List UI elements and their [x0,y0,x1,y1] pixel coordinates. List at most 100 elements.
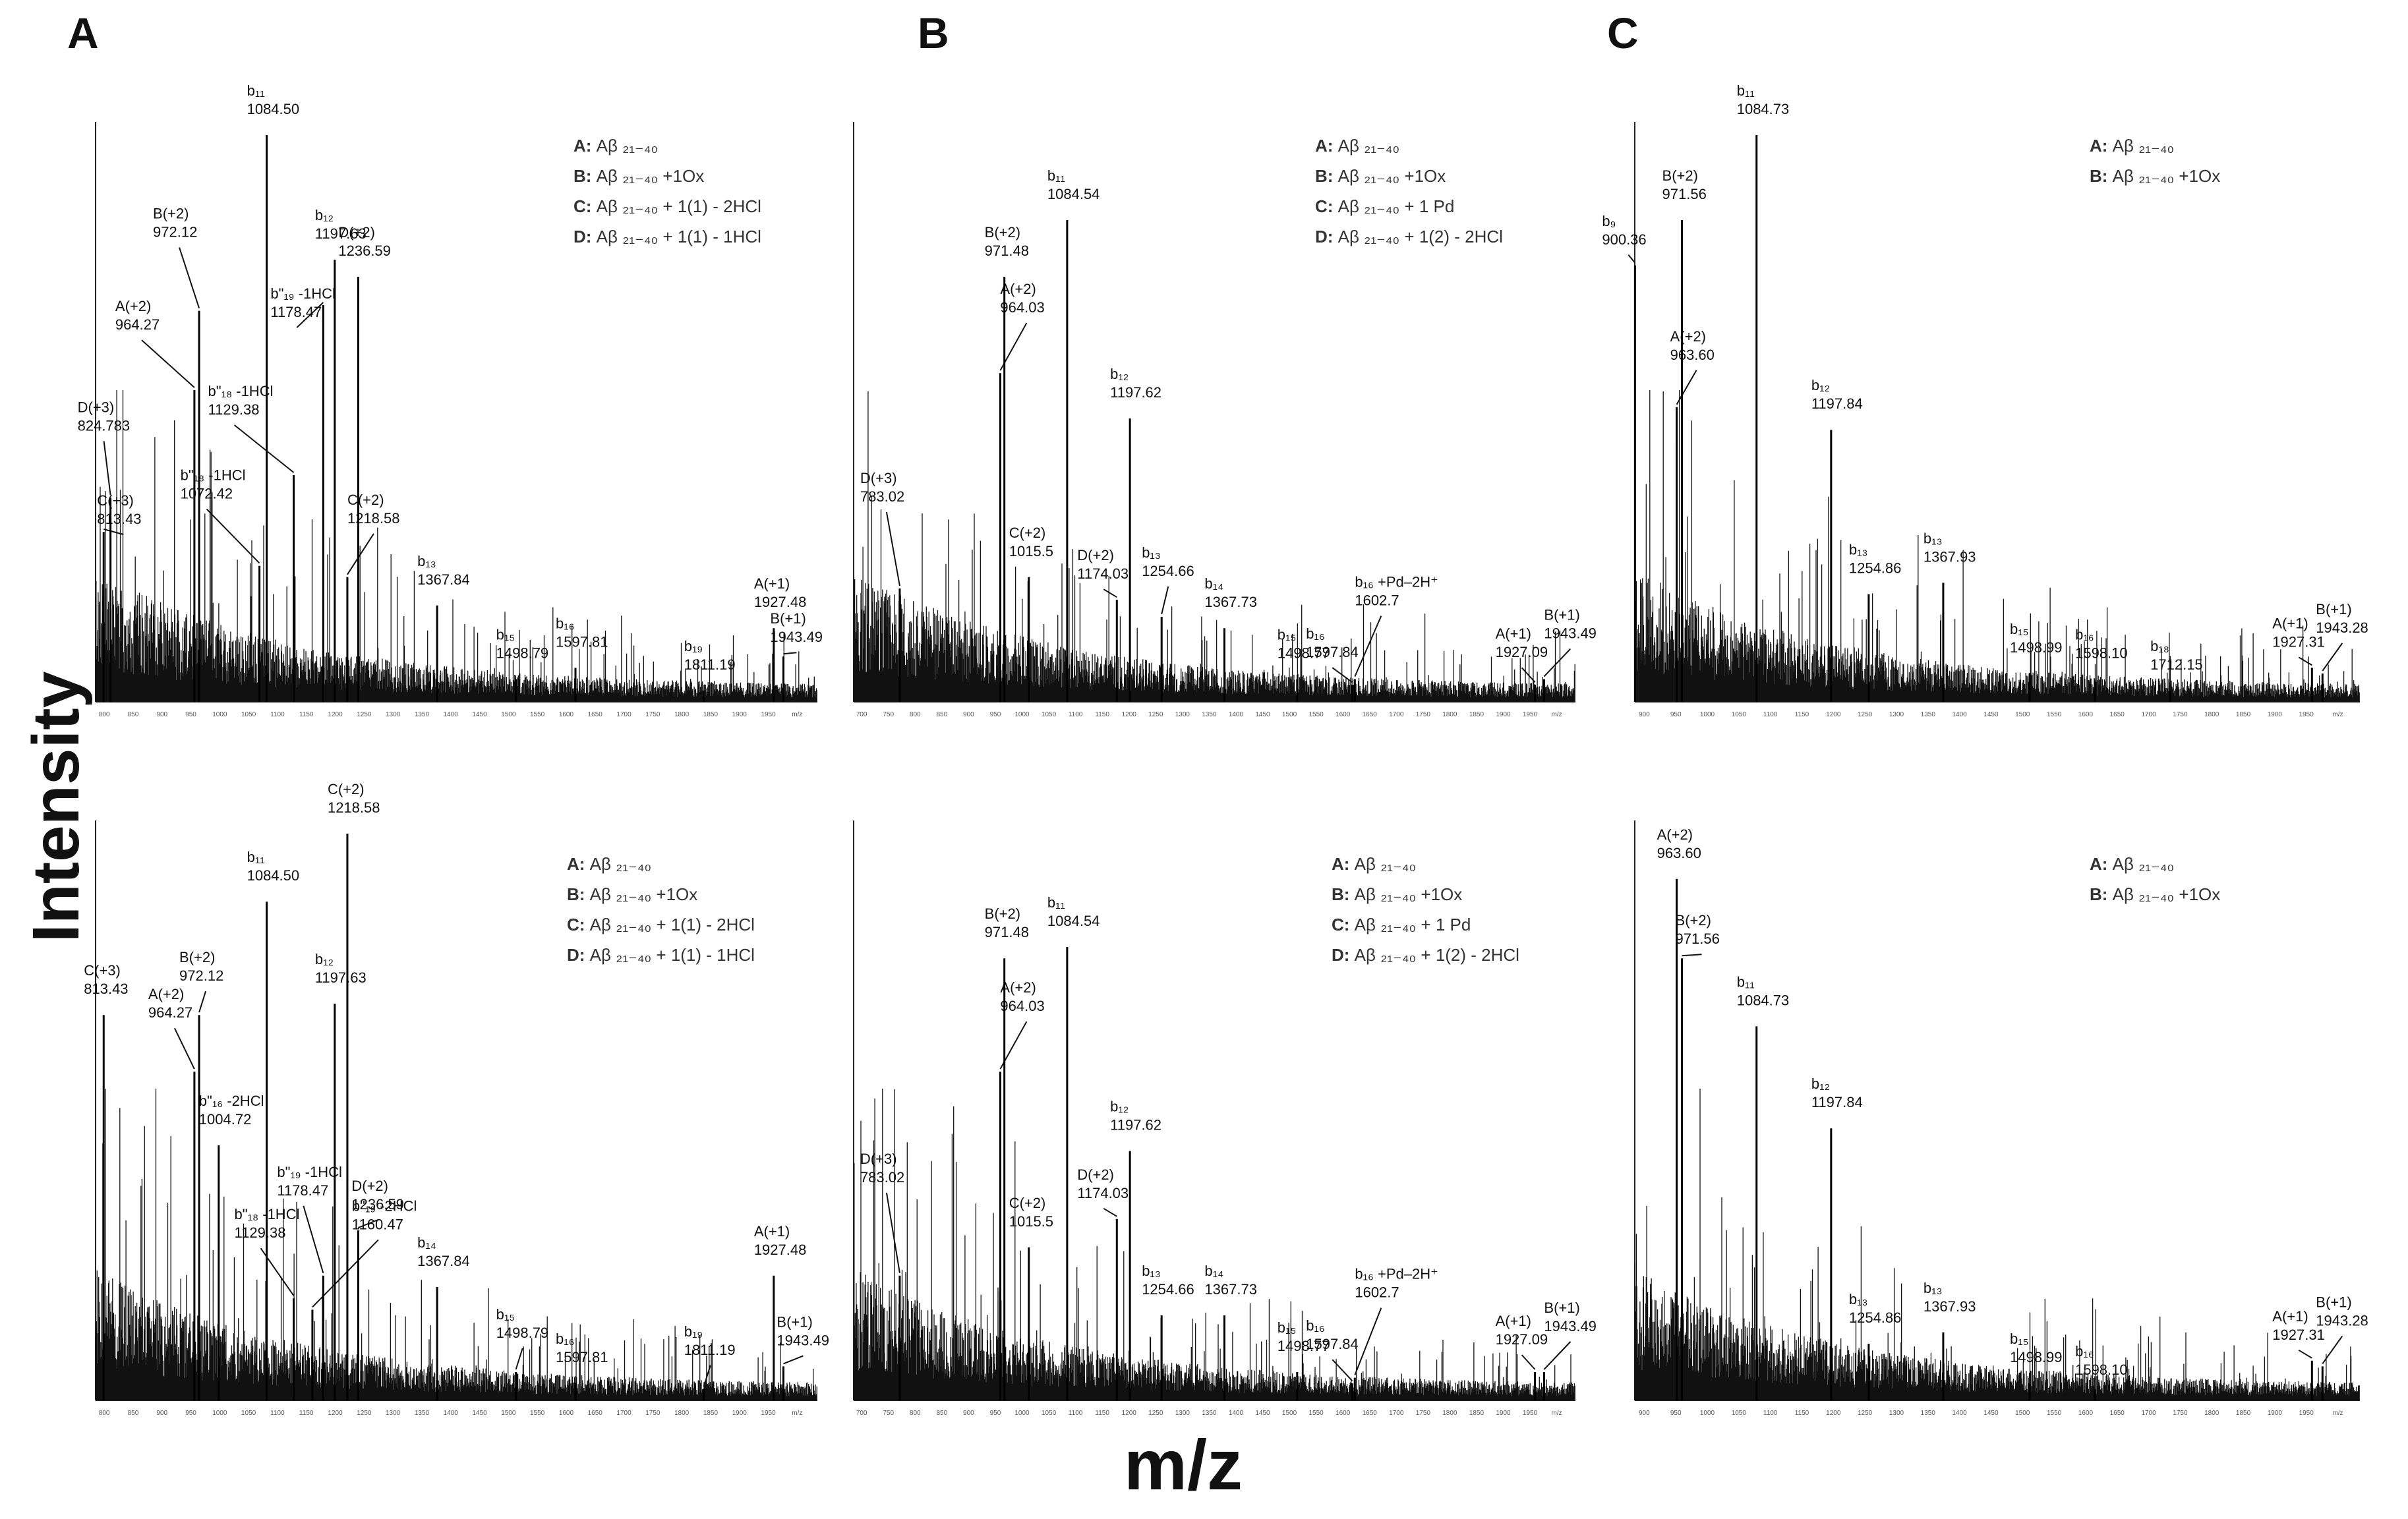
x-tick-label: m/z [792,1410,802,1417]
peak-label: A(+2) 964.27 [115,298,160,333]
x-tick-label: 1750 [645,1410,661,1417]
x-tick-label: 1050 [1042,1410,1057,1417]
peak-label: b₁₄ 1367.73 [1204,575,1257,610]
x-tick-label: 900 [156,1410,167,1417]
x-tick-label: 1100 [270,711,285,718]
x-tick-label: m/z [2332,711,2343,718]
x-tick-label: 750 [883,711,894,718]
x-tick-label: 1500 [501,711,516,718]
peak-leader-line [141,339,195,388]
x-tick-label: 1500 [2015,1410,2030,1417]
x-tick-label: 1850 [2236,711,2251,718]
x-tick-label: 1800 [2204,1410,2219,1417]
peak-label: B(+1) 1943.49 [1544,607,1597,642]
x-tick-label: 1850 [2236,1410,2251,1417]
peak-label: b₁₆ 1597.84 [1306,1317,1359,1352]
x-tick-label: 1650 [2110,1410,2125,1417]
x-tick-label: 900 [156,711,167,718]
legend-entry: A: Aβ ₂₁₋₄₀ [2090,136,2174,156]
peak-label: b"₁₉ -1HCl 1178.47 [277,1164,342,1199]
peak-label: b₁₈ 1712.15 [2150,638,2203,673]
peak-leader-line [173,1027,195,1070]
peak-label: b₉ 900.36 [1602,213,1646,248]
peak-label: b₁₄ 1367.73 [1204,1263,1257,1298]
x-tick-label: 1550 [1308,711,1324,718]
peak-leader-line [1161,586,1169,615]
x-tick-label: 1450 [1983,1410,1999,1417]
peak-label: A(+1) 1927.48 [754,575,807,610]
x-tick-label: 1750 [1416,711,1431,718]
peak-label: b₁₃ 1367.84 [417,553,470,588]
peak-label: B(+2) 971.48 [985,224,1029,259]
x-tick-label: 1250 [1858,711,1873,718]
peak-label: C(+2) 1015.5 [1009,1195,1053,1230]
x-tick-label: 1600 [2078,711,2094,718]
x-tick-label: 1050 [241,1410,256,1417]
x-tick-label: 950 [1670,1410,1682,1417]
legend-entry: C: Aβ ₂₁₋₄₀ + 1 Pd [1332,915,1471,934]
peak-label: A(+2) 964.03 [1000,979,1044,1014]
x-tick-label: 750 [883,1410,894,1417]
x-tick-label: 1850 [703,711,719,718]
x-tick-label: 1950 [2299,711,2314,718]
baseline-noise [853,391,1575,702]
x-tick-label: 1350 [415,1410,430,1417]
peak-label: B(+2) 971.56 [1662,167,1707,202]
x-tick-label: 1500 [1282,711,1297,718]
peak-label: B(+2) 972.12 [179,949,223,984]
spectrum-a-bottom: C(+3) 813.43 A(+2) 964.27B(+2) 972.12 b"₁₆ -2… [84,781,829,1417]
peak-label: A(+2) 964.03 [1000,281,1044,316]
x-tick-label: 800 [910,1410,921,1417]
x-tick-label: 1000 [1700,1410,1715,1417]
x-tick-label: 1900 [732,711,748,718]
x-tick-label: 1250 [357,1410,372,1417]
peak-label: C(+3) 813.43 [84,962,128,997]
x-tick-label: 700 [856,711,867,718]
x-tick-label: 1000 [212,1410,227,1417]
x-tick-label: 1650 [588,1410,603,1417]
x-tick-label: 1150 [1795,1410,1809,1417]
x-tick-label: 900 [1639,1410,1650,1417]
peak-label: b"₁₉ -2HCl 1160.47 [352,1197,417,1232]
legend-entry: A: Aβ ₂₁₋₄₀ [573,136,658,156]
peak-label: b₁₁ 1084.50 [247,849,300,884]
x-tick-label: 1400 [444,1410,459,1417]
peak-leader-line [1354,616,1382,677]
peak-label: D(+2) 1174.03 [1077,1166,1129,1201]
legend-entry: B: Aβ ₂₁₋₄₀ +1Ox [1315,166,1446,186]
peak-label: b₁₉ 1811.19 [684,638,736,673]
peak-leader-line [1521,1354,1536,1370]
x-tick-label: 1300 [1175,711,1190,718]
x-tick-label: 1300 [1889,711,1904,718]
peak-leader-line [347,533,374,575]
x-tick-label: m/z [792,711,802,718]
peak-label: b₁₅ 1498.77 [1277,1319,1330,1354]
peak-leader-line [1543,648,1571,677]
legend-entry: A: Aβ ₂₁₋₄₀ [2090,854,2174,874]
x-tick-label: 1700 [2141,1410,2156,1417]
peak-label: b₁₆ 1597.81 [556,1331,608,1365]
peak-label: b₁₆ +Pd–2H⁺ 1602.7 [1355,574,1438,609]
peak-label: b₁₃ 1367.93 [1923,1280,1976,1315]
peak-label: b₁₅ 1498.99 [2010,1331,2063,1365]
peak-label: b₁₄ 1367.84 [417,1234,470,1269]
x-tick-label: 1650 [588,711,603,718]
x-tick-label: 1600 [1336,711,1351,718]
x-tick-label: 800 [910,711,921,718]
x-tick-label: 1950 [761,1410,776,1417]
peak-label: b₁₁ 1084.73 [1737,82,1790,117]
peak-leader-line [358,1219,378,1228]
peak-leader-line [515,1348,523,1370]
x-tick-label: 1900 [2268,1410,2283,1417]
baseline-noise [1634,390,2360,702]
x-tick-label: 1450 [1255,711,1270,718]
x-tick-label: 1350 [1202,1410,1217,1417]
x-tick-label: 1550 [530,711,545,718]
peak-leader-line [2298,656,2312,666]
x-tick-label: 1200 [328,1410,343,1417]
peak-leader-line [885,1192,900,1273]
peak-label: b₁₆ 1598.10 [2075,1343,2128,1378]
x-tick-label: 1050 [1732,1410,1747,1417]
legend-entry: D: Aβ ₂₁₋₄₀ + 1(1) - 1HCl [567,945,755,965]
x-tick-label: 1250 [1858,1410,1873,1417]
